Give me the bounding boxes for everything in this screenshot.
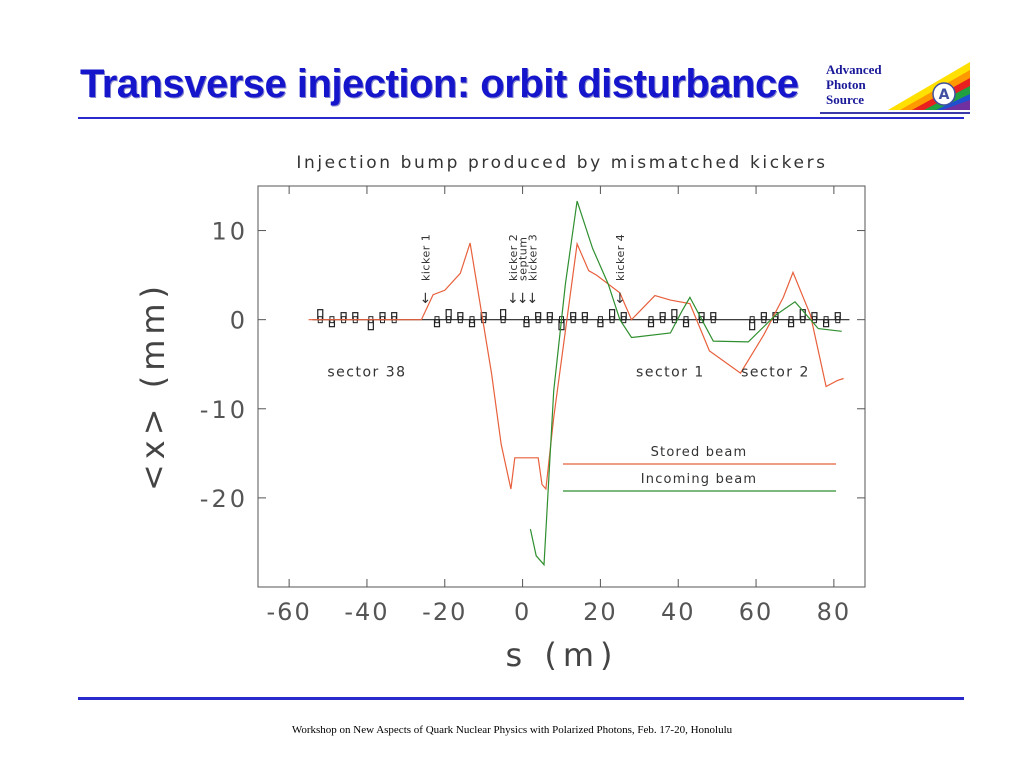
magnet xyxy=(570,316,576,324)
sector-label: sector 2 xyxy=(741,365,810,381)
x-tick-label: 80 xyxy=(817,598,852,626)
magnet xyxy=(773,316,779,324)
logo-line-1: Advanced xyxy=(826,62,882,77)
magnet xyxy=(671,309,678,321)
magnet xyxy=(445,309,452,321)
logo-line-3: Source xyxy=(826,92,865,107)
magnet xyxy=(547,316,553,324)
kicker-label: kicker 1 xyxy=(419,234,432,281)
chart-title: Injection bump produced by mismatched ki… xyxy=(296,153,827,173)
logo-line-2: Photon xyxy=(826,77,866,92)
magnet xyxy=(434,316,440,324)
magnet xyxy=(609,316,615,324)
magnet xyxy=(469,316,475,324)
magnet xyxy=(799,309,806,321)
legend: Stored beam Incoming beam xyxy=(563,445,836,492)
magnet xyxy=(823,316,829,324)
title-divider xyxy=(78,117,964,119)
x-tick-label: -20 xyxy=(422,598,467,626)
sector-label: sector 38 xyxy=(327,365,406,381)
footer-divider xyxy=(78,697,964,700)
magnet xyxy=(683,316,689,324)
svg-text:A: A xyxy=(939,87,950,103)
sector-label: sector 1 xyxy=(636,365,705,381)
magnet xyxy=(710,316,716,324)
kicker-label: kicker 4 xyxy=(614,234,627,281)
legend-label: Stored beam xyxy=(651,445,748,460)
y-tick-label: 0 xyxy=(230,307,248,335)
kicker-arrow: ↓ xyxy=(526,291,538,307)
kicker-arrow: ↓ xyxy=(507,291,519,307)
annotations: kicker 1 ↓ kicker 2 ↓ septum ↓ kicker 3 ↓ kicker… xyxy=(327,234,810,381)
x-tick-label: 0 xyxy=(514,598,531,626)
magnet xyxy=(500,316,506,324)
magnet xyxy=(800,316,806,324)
magnet xyxy=(788,316,794,324)
magnet xyxy=(811,316,817,324)
x-tick-label: 60 xyxy=(739,598,774,626)
x-tick-label: -60 xyxy=(267,598,312,626)
magnet xyxy=(500,309,507,321)
kicker-arrow: ↓ xyxy=(419,291,431,307)
y-tick-label: 10 xyxy=(211,218,248,246)
kicker-label: kicker 3 xyxy=(526,234,539,281)
magnet xyxy=(608,309,616,321)
magnet xyxy=(749,319,756,331)
magnet xyxy=(446,316,452,324)
y-tick-label: -10 xyxy=(200,396,248,424)
x-tick-label: 40 xyxy=(661,598,696,626)
magnet xyxy=(660,316,666,324)
series-line xyxy=(529,200,842,567)
kicker-arrow: ↓ xyxy=(517,291,529,307)
x-axis-label: s (m) xyxy=(506,636,619,674)
kicker-label: kicker 2 xyxy=(507,234,520,281)
slide-title: Transverse injection: orbit disturbance xyxy=(80,62,799,106)
legend-label: Incoming beam xyxy=(641,472,758,487)
magnet xyxy=(523,316,529,324)
y-axis-label: <x> (mm) xyxy=(134,281,172,491)
magnet xyxy=(535,316,541,324)
plot-frame xyxy=(257,185,866,588)
aps-logo: A Advanced Photon Source xyxy=(818,60,970,116)
kicker-label: septum xyxy=(517,237,530,281)
series-line xyxy=(308,241,844,491)
y-tick-label: -20 xyxy=(200,485,248,513)
x-tick-label: -40 xyxy=(344,598,389,626)
magnet xyxy=(749,316,755,324)
aps-logo-graphic: A xyxy=(820,62,970,114)
footer-text: Workshop on New Aspects of Quark Nuclear… xyxy=(291,724,733,736)
aps-logo-text: Advanced Photon Source xyxy=(826,62,882,107)
magnet xyxy=(597,316,603,324)
magnet xyxy=(671,316,677,324)
magnet xyxy=(648,316,654,324)
kicker-arrow: ↓ xyxy=(614,291,626,307)
magnet xyxy=(835,316,841,324)
magnet xyxy=(621,316,627,324)
series-lines xyxy=(308,200,844,567)
magnet xyxy=(457,316,463,324)
magnet xyxy=(699,316,705,324)
magnet xyxy=(582,316,588,324)
x-tick-label: 20 xyxy=(583,598,618,626)
axis-ticks: -60 -40 -20 0 20 40 60 80 -20 -10 0 10 xyxy=(200,186,865,626)
magnet xyxy=(761,316,767,324)
